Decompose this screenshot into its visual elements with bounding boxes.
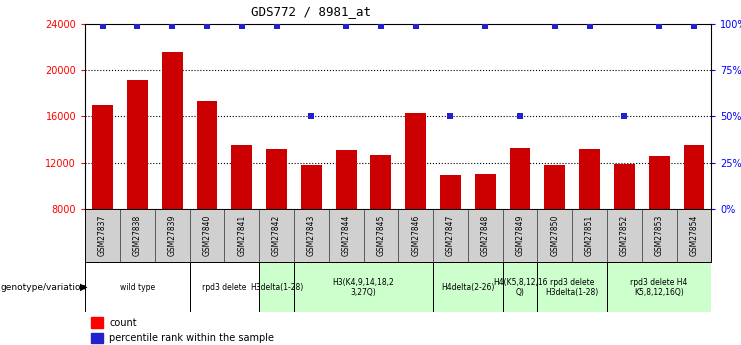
Bar [336, 150, 356, 209]
Text: rpd3 delete: rpd3 delete [202, 283, 247, 292]
Bar [370, 155, 391, 209]
Text: GSM27837: GSM27837 [98, 215, 107, 256]
Point [445, 114, 456, 119]
Bar [294, 262, 433, 312]
Point [236, 23, 247, 29]
Text: percentile rank within the sample: percentile rank within the sample [109, 333, 274, 343]
Text: GSM27845: GSM27845 [376, 215, 385, 256]
Bar [266, 149, 287, 209]
Point [584, 23, 596, 29]
Text: GSM27850: GSM27850 [551, 215, 559, 256]
Text: H4(K5,8,12,16
Q): H4(K5,8,12,16 Q) [493, 277, 548, 297]
Text: GSM27848: GSM27848 [481, 215, 490, 256]
Text: GSM27840: GSM27840 [202, 215, 211, 256]
Text: rpd3 delete
H3delta(1-28): rpd3 delete H3delta(1-28) [545, 277, 599, 297]
Bar [649, 156, 670, 209]
Bar [475, 174, 496, 209]
Text: rpd3 delete H4
K5,8,12,16Q): rpd3 delete H4 K5,8,12,16Q) [631, 277, 688, 297]
Text: GSM27847: GSM27847 [446, 215, 455, 256]
Text: GSM27851: GSM27851 [585, 215, 594, 256]
Bar [259, 262, 294, 312]
Bar [162, 52, 182, 209]
Text: GSM27842: GSM27842 [272, 215, 281, 256]
Text: GSM27852: GSM27852 [620, 215, 629, 256]
Point [96, 23, 108, 29]
Text: genotype/variation: genotype/variation [1, 283, 87, 292]
Bar [127, 79, 147, 209]
Text: H4delta(2-26): H4delta(2-26) [441, 283, 494, 292]
Point [270, 23, 282, 29]
Text: GSM27838: GSM27838 [133, 215, 142, 256]
Text: GSM27843: GSM27843 [307, 215, 316, 256]
Bar [91, 333, 103, 344]
Point [410, 23, 422, 29]
Bar [510, 148, 531, 209]
Point [654, 23, 665, 29]
Bar [579, 149, 600, 209]
Text: count: count [109, 318, 136, 328]
Bar [301, 165, 322, 209]
Text: H3delta(1-28): H3delta(1-28) [250, 283, 303, 292]
Point [131, 23, 143, 29]
Bar [231, 145, 252, 209]
Bar [196, 101, 217, 209]
Bar [433, 262, 502, 312]
Point [549, 23, 561, 29]
Text: GSM27854: GSM27854 [689, 215, 699, 256]
Text: H3(K4,9,14,18,2
3,27Q): H3(K4,9,14,18,2 3,27Q) [333, 277, 394, 297]
Bar [92, 105, 113, 209]
Text: GSM27844: GSM27844 [342, 215, 350, 256]
Point [166, 23, 178, 29]
Bar [85, 262, 190, 312]
Point [340, 23, 352, 29]
Text: GDS772 / 8981_at: GDS772 / 8981_at [251, 5, 371, 18]
Bar [440, 175, 461, 209]
Bar [405, 113, 426, 209]
Point [375, 23, 387, 29]
Point [688, 23, 700, 29]
Text: wild type: wild type [120, 283, 155, 292]
Text: GSM27849: GSM27849 [516, 215, 525, 256]
Point [479, 23, 491, 29]
Text: GSM27853: GSM27853 [655, 215, 664, 256]
Text: GSM27839: GSM27839 [167, 215, 176, 256]
Bar [91, 317, 103, 328]
Point [514, 114, 526, 119]
Text: GSM27846: GSM27846 [411, 215, 420, 256]
Bar [190, 262, 259, 312]
Bar [502, 262, 537, 312]
Bar [614, 164, 635, 209]
Text: ▶: ▶ [80, 282, 87, 292]
Bar [545, 165, 565, 209]
Point [619, 114, 631, 119]
Bar [537, 262, 607, 312]
Bar [683, 145, 705, 209]
Point [305, 114, 317, 119]
Text: GSM27841: GSM27841 [237, 215, 246, 256]
Bar [607, 262, 711, 312]
Point [201, 23, 213, 29]
